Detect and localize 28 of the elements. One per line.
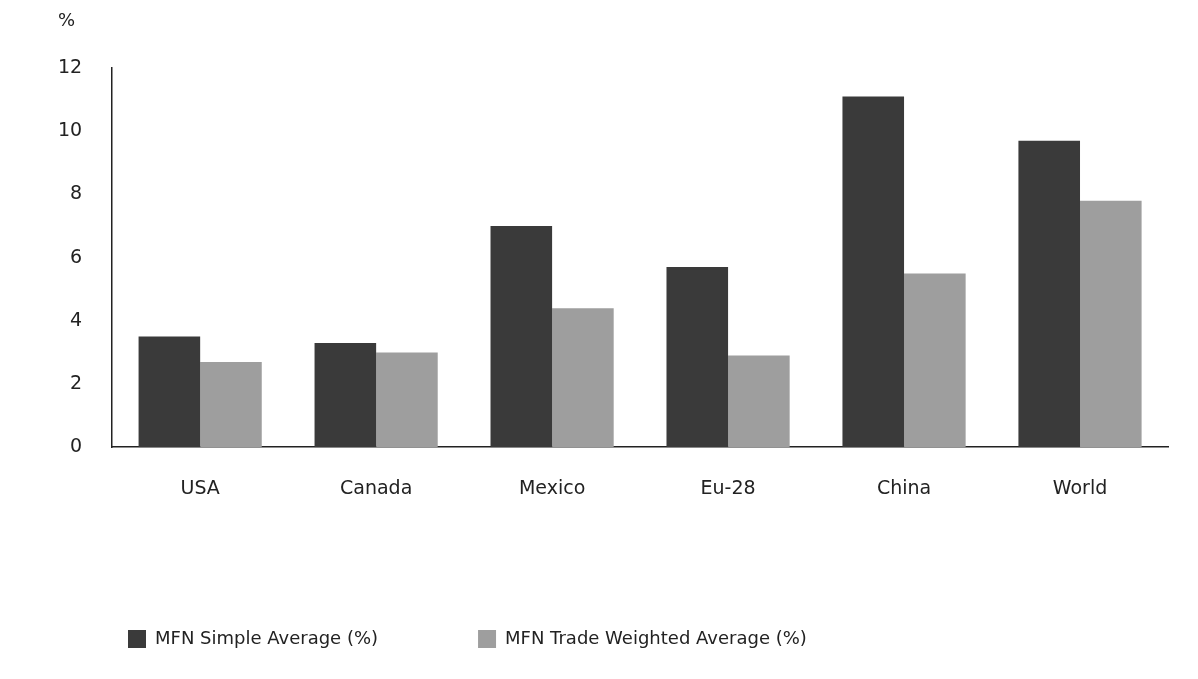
legend-label: MFN Trade Weighted Average (%) — [505, 626, 807, 648]
legend-label: MFN Simple Average (%) — [155, 626, 379, 648]
bar — [842, 96, 905, 448]
bar — [200, 361, 262, 448]
y-tick-label: 10 — [57, 118, 83, 141]
bar — [552, 308, 614, 448]
y-tick-label: 6 — [70, 244, 83, 267]
x-tick-label: Canada — [339, 475, 413, 498]
bar — [490, 226, 553, 448]
x-tick-label: USA — [180, 475, 220, 498]
x-tick-label: Mexico — [518, 475, 586, 498]
y-tick-label: 8 — [70, 181, 83, 204]
bar — [1080, 200, 1142, 448]
bar — [904, 273, 966, 448]
y-tick-label: 2 — [70, 370, 83, 393]
y-tick-label: 4 — [70, 307, 83, 330]
bar — [666, 267, 729, 448]
x-tick-label: Eu-28 — [700, 475, 756, 498]
bar — [376, 352, 438, 448]
bar — [138, 336, 201, 448]
x-tick-label: China — [876, 475, 932, 498]
x-tick-label: World — [1052, 475, 1108, 498]
y-tick-label: 12 — [57, 54, 83, 77]
bar — [728, 355, 790, 448]
y-tick-label: 0 — [70, 434, 83, 457]
y-axis-title: % — [58, 8, 76, 30]
bar — [1018, 140, 1081, 448]
bar — [314, 342, 377, 448]
